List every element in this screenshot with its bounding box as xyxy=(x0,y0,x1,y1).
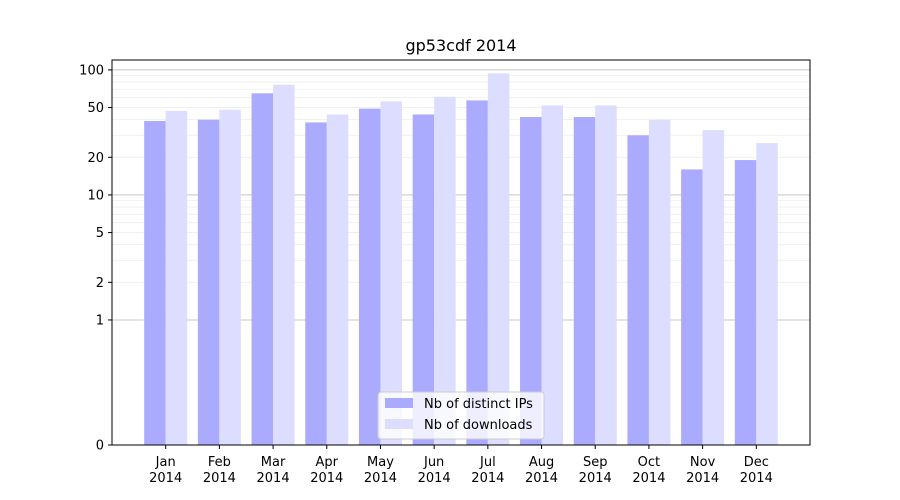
bar-ips xyxy=(520,117,542,445)
legend-label: Nb of downloads xyxy=(424,418,533,433)
bar-downloads xyxy=(219,109,241,445)
x-tick-label-year: 2014 xyxy=(418,471,451,486)
bar-ips xyxy=(573,117,596,445)
x-tick-label-month: Feb xyxy=(208,455,231,470)
x-tick-label-month: Oct xyxy=(638,455,660,470)
x-tick-label-year: 2014 xyxy=(686,471,719,486)
bars xyxy=(144,73,778,446)
x-tick-label-year: 2014 xyxy=(740,471,773,486)
bar-ips xyxy=(734,160,757,445)
bar-ips xyxy=(305,122,327,445)
y-tick-label: 100 xyxy=(79,63,104,78)
y-tick-label: 1 xyxy=(96,313,104,328)
x-tick-label-year: 2014 xyxy=(310,471,343,486)
bar-downloads xyxy=(326,114,349,445)
x-tick-label-month: Jul xyxy=(479,455,496,470)
bar-ips xyxy=(412,114,435,445)
bar-downloads xyxy=(487,73,510,446)
x-tick-label-month: Apr xyxy=(316,455,339,470)
y-tick-label: 0 xyxy=(96,439,104,454)
bar-downloads xyxy=(595,105,617,446)
x-tick-label-year: 2014 xyxy=(471,471,504,486)
legend-swatch xyxy=(385,419,413,429)
y-tick-label: 20 xyxy=(87,151,104,166)
x-tick-label-month: Jun xyxy=(423,455,444,470)
bar-ips xyxy=(627,135,649,445)
legend-swatch xyxy=(385,398,413,408)
x-tick-label-year: 2014 xyxy=(149,471,182,486)
legend-box xyxy=(377,391,545,440)
bar-downloads xyxy=(434,96,456,445)
legend-label: Nb of distinct IPs xyxy=(424,397,533,412)
x-tick-label-month: Nov xyxy=(690,455,716,470)
bar-downloads xyxy=(648,119,671,446)
bar-ips xyxy=(358,108,381,445)
x-tick-label-year: 2014 xyxy=(203,471,236,486)
bar-ips xyxy=(251,93,274,446)
x-tick-label-month: May xyxy=(367,455,394,470)
bar-downloads xyxy=(702,130,725,445)
bar-ips xyxy=(197,119,220,446)
y-tick-label: 5 xyxy=(96,226,104,241)
bar-downloads xyxy=(273,84,295,445)
x-tick-label-year: 2014 xyxy=(579,471,612,486)
x-tick-label-year: 2014 xyxy=(364,471,397,486)
x-tick-label-month: Dec xyxy=(744,455,769,470)
x-axis: Jan2014Feb2014Mar2014Apr2014May2014Jun20… xyxy=(149,445,773,486)
x-tick-label-month: Aug xyxy=(529,455,554,470)
x-tick-label-month: Jan xyxy=(155,455,176,470)
bar-ips xyxy=(144,121,166,446)
y-axis: 0 1 2 5 10 20 50 100 xyxy=(79,63,112,454)
y-tick-label: 50 xyxy=(87,101,104,116)
bar-downloads xyxy=(380,101,402,445)
x-tick-label-year: 2014 xyxy=(632,471,665,486)
bar-downloads xyxy=(756,143,778,445)
y-tick-label: 10 xyxy=(87,188,104,203)
bar-ips xyxy=(681,169,703,445)
legend: Nb of distinct IPs Nb of downloads xyxy=(377,391,545,440)
bar-downloads xyxy=(541,105,564,446)
x-tick-label-year: 2014 xyxy=(525,471,558,486)
y-tick-label: 2 xyxy=(96,276,104,291)
plot-frame xyxy=(111,59,811,446)
x-tick-label-month: Mar xyxy=(261,455,286,470)
bar-ips xyxy=(466,100,488,445)
x-tick-label-year: 2014 xyxy=(257,471,290,486)
x-tick-label-month: Sep xyxy=(583,455,608,470)
bar-downloads xyxy=(165,110,188,445)
chart-title: gp53cdf 2014 xyxy=(405,36,516,55)
